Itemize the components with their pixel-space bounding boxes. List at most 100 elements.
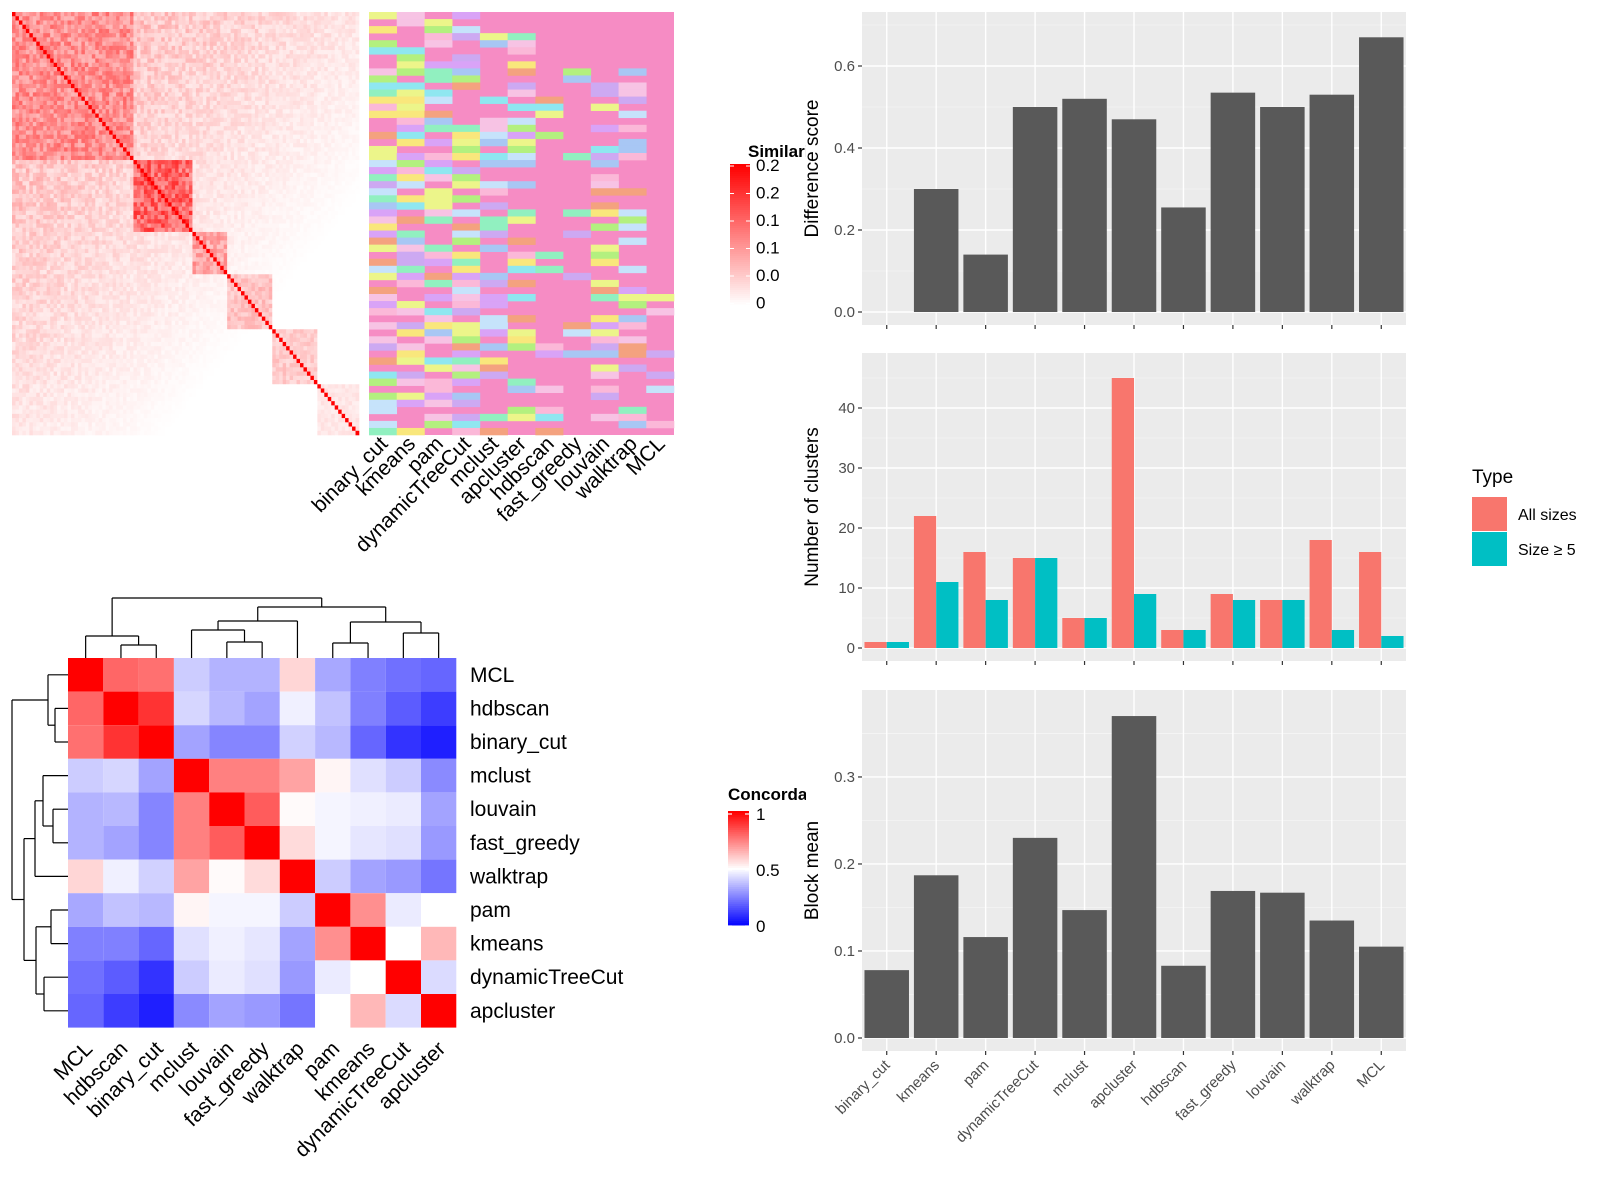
similarity-cell bbox=[46, 96, 51, 102]
similarity-cell bbox=[53, 109, 58, 114]
similarity-cell bbox=[327, 54, 332, 59]
similarity-cell bbox=[216, 96, 221, 102]
similarity-cell bbox=[60, 100, 65, 106]
similarity-cell bbox=[53, 198, 58, 203]
similarity-cell bbox=[195, 193, 200, 199]
similarity-cell bbox=[265, 71, 270, 76]
similarity-cell bbox=[300, 134, 304, 140]
similarity-cell bbox=[129, 134, 134, 140]
similarity-cell bbox=[296, 155, 301, 161]
similarity-cell bbox=[254, 54, 259, 59]
similarity-cell bbox=[136, 210, 141, 216]
similarity-cell bbox=[275, 206, 280, 212]
similarity-cell bbox=[81, 83, 86, 89]
similarity-cell bbox=[140, 121, 145, 127]
similarity-cell bbox=[254, 168, 259, 174]
similarity-cell bbox=[88, 20, 93, 25]
similarity-cell bbox=[188, 33, 193, 38]
similarity-cell bbox=[50, 117, 54, 123]
similarity-cell bbox=[22, 45, 27, 51]
similarity-cell bbox=[220, 75, 224, 80]
similarity-cell bbox=[157, 37, 162, 42]
similarity-cell bbox=[348, 130, 353, 135]
similarity-cell bbox=[136, 155, 141, 161]
similarity-cell bbox=[286, 88, 290, 93]
similarity-cell bbox=[199, 62, 204, 68]
similarity-cell bbox=[168, 121, 172, 127]
similarity-cell bbox=[43, 75, 47, 80]
similarity-cell bbox=[265, 215, 270, 220]
similarity-cell bbox=[98, 210, 103, 216]
similarity-cell bbox=[129, 113, 134, 119]
similarity-cell bbox=[91, 202, 96, 207]
similarity-cell bbox=[254, 62, 259, 68]
similarity-cell bbox=[320, 83, 325, 89]
similarity-cell bbox=[216, 109, 221, 114]
similarity-cell bbox=[254, 164, 259, 169]
similarity-cell bbox=[268, 172, 273, 178]
similarity-cell bbox=[345, 12, 349, 17]
similarity-cell bbox=[46, 193, 51, 199]
similarity-cell bbox=[296, 219, 301, 224]
similarity-cell bbox=[345, 100, 349, 106]
similarity-cell bbox=[334, 121, 339, 127]
similarity-cell bbox=[60, 164, 65, 169]
similarity-cell bbox=[109, 189, 113, 195]
similarity-cell bbox=[50, 130, 54, 135]
similarity-cell bbox=[60, 126, 65, 131]
similarity-cell bbox=[223, 16, 228, 21]
similarity-cell bbox=[195, 134, 200, 140]
similarity-cell bbox=[310, 134, 315, 140]
similarity-cell bbox=[230, 71, 235, 76]
similarity-cell bbox=[74, 215, 79, 220]
similarity-cell bbox=[64, 45, 68, 51]
similarity-cell bbox=[12, 75, 16, 80]
similarity-cell bbox=[175, 16, 179, 21]
similarity-cell bbox=[199, 83, 204, 89]
similarity-cell bbox=[258, 28, 263, 34]
similarity-cell bbox=[46, 50, 51, 55]
similarity-cell bbox=[178, 79, 183, 85]
similarity-cell bbox=[202, 28, 207, 34]
similarity-cell bbox=[119, 28, 124, 34]
similarity-cell bbox=[345, 160, 349, 165]
similarity-cell bbox=[57, 37, 61, 42]
similarity-cell bbox=[279, 215, 283, 220]
similarity-cell bbox=[12, 117, 16, 123]
similarity-cell bbox=[147, 206, 152, 212]
similarity-cell bbox=[140, 105, 145, 110]
similarity-cell bbox=[133, 143, 138, 148]
similarity-cell bbox=[296, 189, 301, 195]
similarity-cell bbox=[95, 198, 100, 203]
similarity-cell bbox=[313, 172, 318, 178]
similarity-cell bbox=[352, 58, 356, 64]
similarity-cell bbox=[143, 210, 148, 216]
similarity-cell bbox=[289, 206, 294, 212]
similarity-cell bbox=[95, 100, 100, 106]
similarity-cell bbox=[251, 164, 256, 169]
similarity-cell bbox=[237, 219, 242, 224]
similarity-cell bbox=[216, 210, 221, 216]
similarity-cell bbox=[345, 105, 349, 110]
similarity-cell bbox=[199, 143, 204, 148]
similarity-cell bbox=[84, 172, 89, 178]
similarity-cell bbox=[213, 45, 218, 51]
similarity-cell bbox=[150, 138, 155, 144]
similarity-cell bbox=[188, 117, 193, 123]
similarity-cell bbox=[77, 24, 82, 30]
similarity-cell bbox=[109, 71, 113, 76]
similarity-cell bbox=[64, 155, 68, 161]
similarity-cell bbox=[136, 62, 141, 68]
similarity-cell bbox=[352, 16, 356, 21]
similarity-cell bbox=[109, 126, 113, 131]
similarity-cell bbox=[22, 33, 27, 38]
similarity-cell bbox=[223, 168, 228, 174]
similarity-cell bbox=[77, 105, 82, 110]
similarity-cell bbox=[154, 54, 159, 59]
similarity-cell bbox=[303, 58, 308, 64]
similarity-cell bbox=[36, 83, 41, 89]
similarity-cell bbox=[64, 113, 68, 119]
similarity-cell bbox=[199, 147, 204, 152]
similarity-cell bbox=[102, 164, 106, 169]
similarity-cell bbox=[247, 172, 252, 178]
